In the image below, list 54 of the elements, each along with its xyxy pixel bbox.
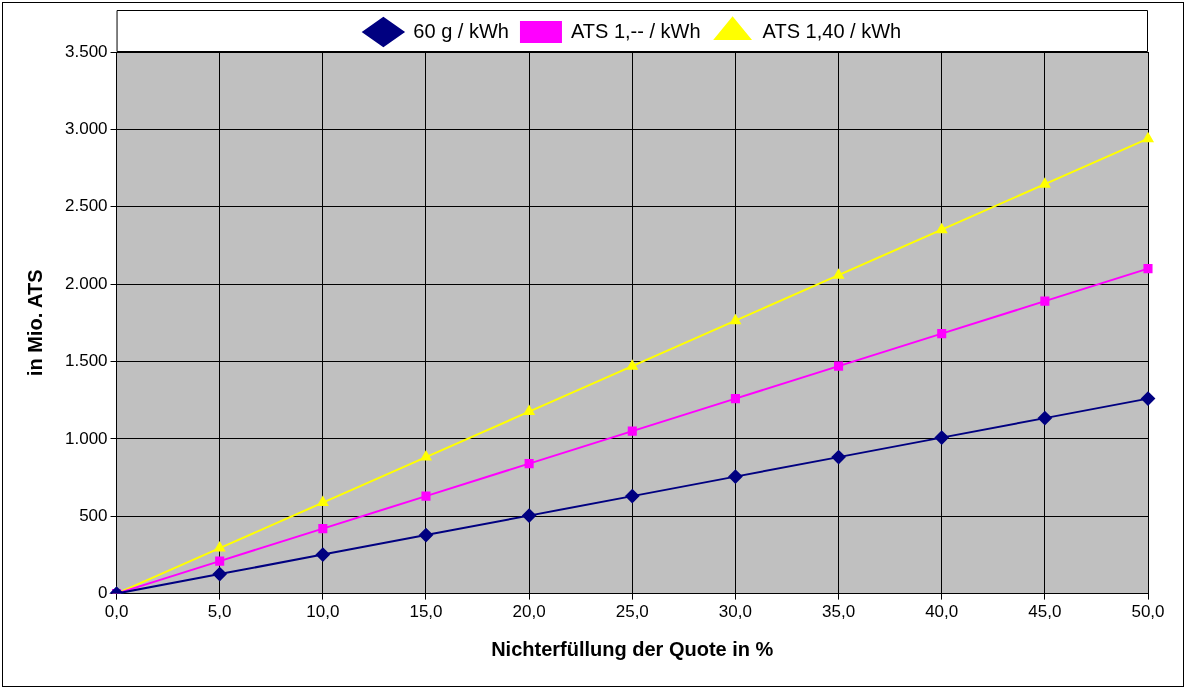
- point: [1040, 296, 1050, 306]
- point: [215, 556, 225, 566]
- point: [730, 314, 741, 325]
- legend-label: ATS 1,40 / kWh: [762, 19, 902, 42]
- point: [627, 426, 637, 436]
- y-tick-label: 1.000: [64, 428, 108, 448]
- y-tick-label: 3.500: [64, 41, 108, 61]
- x-tick-label: 50,0: [1131, 602, 1165, 622]
- point: [625, 489, 640, 504]
- x-tick-label: 40,0: [925, 602, 959, 622]
- point: [730, 394, 740, 404]
- point: [318, 524, 328, 534]
- point: [524, 459, 534, 469]
- point: [214, 542, 226, 552]
- point: [937, 329, 947, 339]
- y-tick-label: 1.500: [64, 351, 108, 371]
- point: [421, 491, 431, 501]
- point: [212, 567, 227, 582]
- point: [1141, 391, 1155, 406]
- x-tick-label: 35,0: [822, 602, 856, 622]
- legend-label: ATS 1,-- / kWh: [570, 19, 701, 42]
- point: [317, 496, 329, 507]
- y-tick-label: 3.000: [64, 119, 108, 139]
- point: [1142, 132, 1154, 143]
- point: [936, 223, 948, 234]
- point: [728, 469, 743, 484]
- point: [1039, 178, 1051, 188]
- point: [833, 269, 844, 279]
- legend-label: 60 g / kWh: [413, 19, 509, 42]
- x-tick-label: 0,0: [104, 602, 129, 622]
- y-tick-label: 500: [79, 505, 108, 525]
- point: [315, 547, 330, 562]
- point: [420, 451, 432, 461]
- point: [934, 430, 949, 445]
- point: [626, 360, 638, 370]
- point: [522, 508, 537, 523]
- point: [831, 450, 846, 465]
- x-tick-label: 45,0: [1028, 602, 1062, 622]
- x-axis-title: Nichterfüllung der Quote in %: [491, 637, 774, 660]
- y-tick-label: 2.000: [64, 273, 108, 293]
- x-tick-label: 10,0: [306, 602, 340, 622]
- y-axis-title: in Mio. ATS: [23, 269, 46, 377]
- x-tick-label: 15,0: [409, 602, 443, 622]
- point: [1143, 264, 1153, 274]
- y-tick-label: 0: [98, 583, 108, 603]
- point: [1037, 411, 1052, 426]
- x-tick-label: 25,0: [615, 602, 649, 622]
- x-tick-label: 30,0: [718, 602, 752, 622]
- point: [834, 361, 844, 371]
- x-tick-label: 20,0: [512, 602, 546, 622]
- y-tick-label: 2.500: [64, 196, 108, 216]
- point: [523, 405, 535, 416]
- point: [418, 528, 433, 543]
- x-tick-label: 5,0: [207, 602, 232, 622]
